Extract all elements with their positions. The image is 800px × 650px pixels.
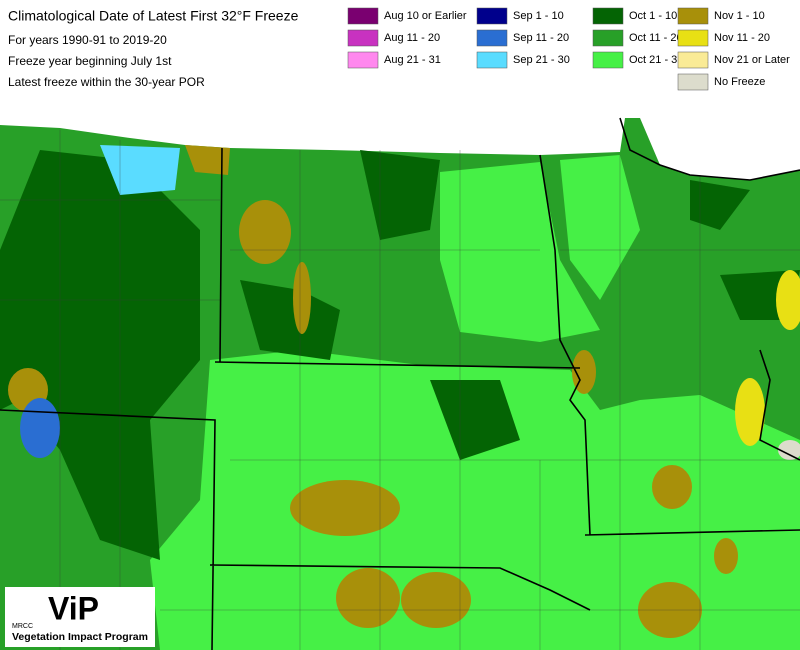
header-bg [0, 0, 800, 96]
legend-label: Nov 11 - 20 [714, 32, 770, 44]
title: Climatological Date of Latest First 32°F… [8, 8, 299, 24]
legend-swatch [347, 7, 379, 25]
subtitle: For years 1990-91 to 2019-20 [8, 33, 167, 47]
region [240, 280, 340, 360]
legend-label: Aug 11 - 20 [384, 32, 440, 44]
region [185, 145, 230, 175]
legend-swatch [677, 73, 709, 91]
legend-label: Sep 21 - 30 [513, 54, 570, 66]
region [690, 180, 750, 230]
legend-swatch [677, 7, 709, 25]
region [336, 568, 400, 628]
logo: MRCC ViP Vegetation Impact Program [5, 587, 155, 647]
region [440, 162, 600, 342]
region [20, 398, 60, 458]
region [778, 440, 800, 460]
region [735, 378, 765, 446]
legend-label: Nov 21 or Later [714, 54, 790, 66]
legend-swatch [347, 29, 379, 47]
legend-swatch [476, 7, 508, 25]
legend-swatch [677, 51, 709, 69]
logo-box [5, 587, 155, 647]
legend-label: Aug 10 or Earlier [384, 10, 467, 22]
subtitle: Freeze year beginning July 1st [8, 54, 172, 68]
region [714, 538, 738, 574]
legend-swatch [347, 51, 379, 69]
region [430, 380, 520, 460]
region [401, 572, 471, 628]
legend-label: Oct 21 - 31 [629, 54, 683, 66]
freeze-map [0, 117, 800, 650]
legend-label: Nov 1 - 10 [714, 10, 765, 22]
legend-label: No Freeze [714, 76, 765, 88]
region [239, 200, 291, 264]
legend-swatch [677, 29, 709, 47]
state-border [0, 117, 800, 650]
logo-name: Vegetation Impact Program [12, 631, 148, 643]
legend-label: Oct 1 - 10 [629, 10, 677, 22]
region [290, 480, 400, 536]
region [776, 270, 800, 330]
legend-swatch [476, 29, 508, 47]
region [150, 350, 800, 650]
logo-mark: ViP [48, 590, 99, 626]
region [652, 465, 692, 509]
legend-swatch [592, 29, 624, 47]
region [293, 262, 311, 334]
logo-org: MRCC [12, 623, 33, 630]
legend-swatch [592, 7, 624, 25]
legend-label: Aug 21 - 31 [384, 54, 441, 66]
legend-label: Sep 1 - 10 [513, 10, 564, 22]
legend-swatch [476, 51, 508, 69]
legend-label: Sep 11 - 20 [513, 32, 569, 44]
region [0, 150, 200, 560]
subtitle: Latest freeze within the 30-year POR [8, 75, 205, 89]
legend-swatch [592, 51, 624, 69]
legend-label: Oct 11 - 20 [629, 32, 683, 44]
county-lines [0, 130, 800, 650]
